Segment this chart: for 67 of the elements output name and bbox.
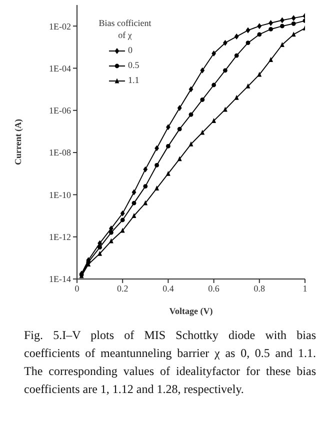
y-tick-label: 1E-02 xyxy=(49,21,71,32)
point xyxy=(212,82,216,88)
point xyxy=(234,34,239,40)
point xyxy=(291,32,296,37)
legend-label: 1.1 xyxy=(128,74,140,87)
point xyxy=(268,57,273,62)
y-axis-title: Current (A) xyxy=(13,118,24,166)
point xyxy=(234,53,239,58)
point xyxy=(268,27,273,32)
point xyxy=(291,15,296,22)
point xyxy=(177,156,182,162)
point xyxy=(143,166,148,172)
point xyxy=(109,230,114,235)
point xyxy=(246,27,250,34)
point xyxy=(120,210,125,216)
point xyxy=(200,67,205,74)
point xyxy=(177,104,182,111)
legend-title: Bias cofficient of χ xyxy=(98,17,152,41)
point xyxy=(291,21,296,26)
point xyxy=(234,94,239,100)
point xyxy=(280,42,284,47)
x-axis-title: Voltage (V) xyxy=(169,306,213,316)
point xyxy=(177,126,182,132)
point xyxy=(257,23,262,30)
x-tick-label: 1 xyxy=(302,283,308,294)
x-tick-label: 0.8 xyxy=(254,283,266,294)
y-tick-label: 1E-10 xyxy=(49,190,72,200)
y-tick-label: 1E-04 xyxy=(49,63,72,74)
x-tick-label: 0.6 xyxy=(208,283,220,294)
point xyxy=(223,106,228,112)
point xyxy=(200,98,205,102)
point xyxy=(132,212,136,218)
legend-label: 0 xyxy=(128,44,132,57)
point xyxy=(188,112,194,117)
point xyxy=(98,250,102,256)
x-tick-label: 0.4 xyxy=(162,283,174,294)
y-tick-label: 1E-12 xyxy=(49,232,71,242)
point xyxy=(154,186,159,191)
point xyxy=(120,228,125,233)
point xyxy=(154,163,159,168)
point xyxy=(200,130,205,135)
point xyxy=(143,184,148,189)
x-tick-label: 0.2 xyxy=(116,283,128,294)
point xyxy=(120,218,125,222)
point xyxy=(246,83,250,88)
x-tick-label: 0 xyxy=(74,283,80,294)
point xyxy=(109,238,114,244)
point xyxy=(166,144,170,148)
point xyxy=(143,200,148,206)
y-tick-label: 1E-14 xyxy=(49,274,72,284)
point xyxy=(257,32,262,37)
legend-label: 0.5 xyxy=(128,59,140,72)
point xyxy=(188,86,194,92)
y-tick-label: 1E-08 xyxy=(49,148,72,158)
point xyxy=(246,40,250,46)
caption: Fig. 5.I–V plots of MIS Schottky diode with bias coefficients of meantunneling barrier χ as 0, 0.5 and 1.1. The corresponding values of idealityfactor for these bias coefficients are 1, 1.12 and 1.28, respectively. xyxy=(24,327,316,398)
point xyxy=(132,200,136,206)
point xyxy=(166,170,170,176)
point xyxy=(257,72,262,77)
point xyxy=(132,189,136,196)
point xyxy=(280,24,284,28)
point xyxy=(212,50,216,56)
point xyxy=(223,68,228,73)
point xyxy=(98,245,102,250)
y-tick-label: 1E-06 xyxy=(49,106,72,116)
point xyxy=(188,141,194,146)
point xyxy=(212,118,216,124)
